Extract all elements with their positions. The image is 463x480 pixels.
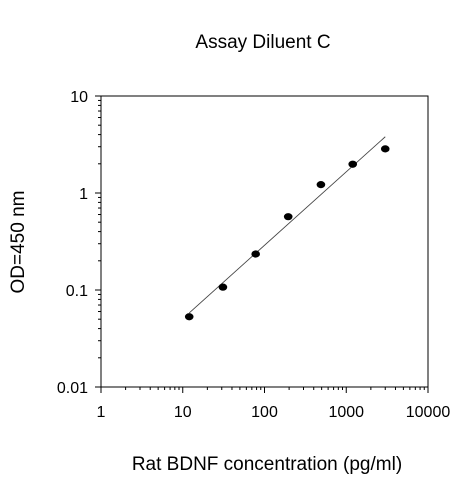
data-point xyxy=(348,160,358,168)
y-tick-label: 0.1 xyxy=(66,283,88,300)
y-tick-label: 0.01 xyxy=(57,380,88,397)
x-tick-label: 100 xyxy=(251,404,278,421)
x-tick-label: 10 xyxy=(174,404,192,421)
data-point xyxy=(316,181,326,189)
data-point xyxy=(184,313,194,321)
data-point xyxy=(218,283,228,291)
plot-area: 1 10 100 1000 10000 0.01 0.1 1 10 xyxy=(57,89,450,421)
plot-frame xyxy=(100,95,429,388)
x-tick-label: 1 xyxy=(97,404,106,421)
x-tick-label: 10000 xyxy=(406,404,451,421)
y-tick-label: 10 xyxy=(70,89,88,106)
x-axis-label: Rat BDNF concentration (pg/ml) xyxy=(132,454,402,475)
data-point xyxy=(283,213,293,221)
chart-title: Assay Diluent C xyxy=(195,32,330,53)
data-point xyxy=(380,145,390,153)
y-axis-label: OD=450 nm xyxy=(8,191,29,294)
x-tick-label: 1000 xyxy=(328,404,364,421)
y-tick-label: 1 xyxy=(79,186,88,203)
data-point xyxy=(251,250,260,258)
